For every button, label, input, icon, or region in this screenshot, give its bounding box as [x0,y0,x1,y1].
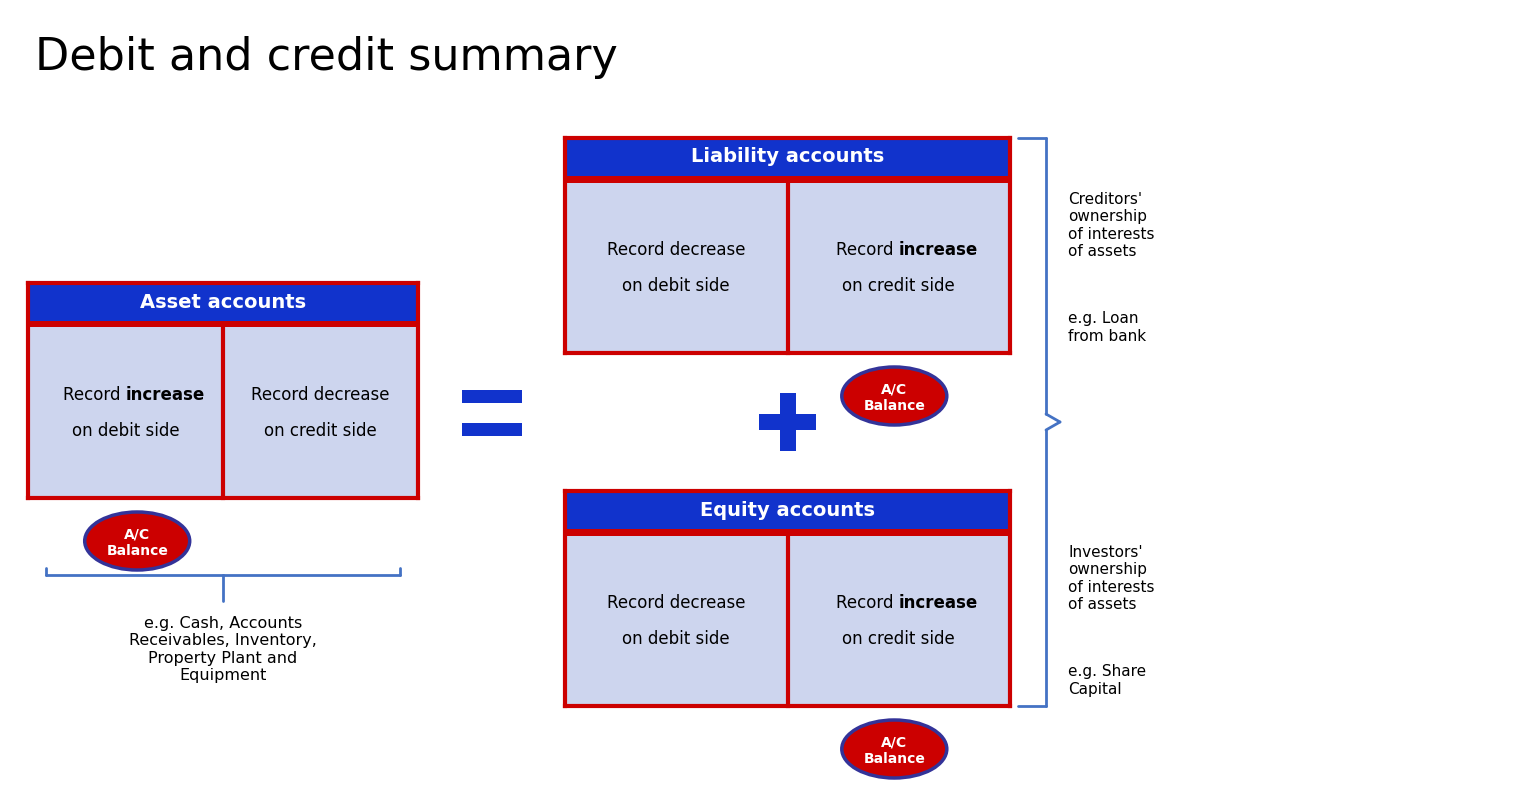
Ellipse shape [84,512,190,570]
Bar [28,283,418,321]
Bar [28,328,418,498]
Bar [565,183,1011,353]
Text: Liability accounts: Liability accounts [691,147,885,166]
Text: Balance: Balance [863,752,925,766]
Text: on debit side: on debit side [622,630,730,648]
Text: Record decrease: Record decrease [607,241,745,258]
Text: A/C: A/C [882,735,908,749]
Text: on credit side: on credit side [842,277,955,295]
Text: on debit side: on debit side [622,277,730,295]
Bar [461,390,522,403]
Text: Record decrease: Record decrease [607,593,745,611]
Bar [565,529,1011,536]
Bar [461,422,522,436]
Text: increase: increase [126,386,204,403]
Ellipse shape [842,367,946,425]
Text: on credit side: on credit side [264,422,376,440]
Text: Record: Record [836,241,899,258]
Text: Asset accounts: Asset accounts [140,292,306,311]
Text: increase: increase [899,593,978,611]
Bar [565,176,1011,183]
Text: Equity accounts: Equity accounts [700,500,876,519]
Bar [565,138,1011,176]
Text: on credit side: on credit side [842,630,955,648]
Text: A/C: A/C [882,382,908,396]
Text: Balance: Balance [106,544,167,558]
Bar [759,414,817,430]
Text: increase: increase [899,241,978,258]
Bar [565,491,1011,529]
Text: e.g. Loan
from bank: e.g. Loan from bank [1068,311,1146,344]
Ellipse shape [842,720,946,778]
Text: Creditors'
ownership
of interests
of assets: Creditors' ownership of interests of ass… [1068,192,1155,259]
Text: Investors'
ownership
of interests
of assets: Investors' ownership of interests of ass… [1068,545,1155,612]
Text: Record decrease: Record decrease [252,386,390,403]
Text: on debit side: on debit side [72,422,180,440]
Text: e.g. Cash, Accounts
Receivables, Inventory,
Property Plant and
Equipment: e.g. Cash, Accounts Receivables, Invento… [129,616,316,683]
Bar [565,536,1011,706]
Text: Record: Record [63,386,126,403]
Bar [28,321,418,328]
Text: Debit and credit summary: Debit and credit summary [35,36,617,79]
Text: A/C: A/C [124,527,151,541]
Text: Balance: Balance [863,399,925,413]
Text: Record: Record [836,593,899,611]
Text: e.g. Share
Capital: e.g. Share Capital [1068,664,1146,697]
Bar [779,393,796,451]
